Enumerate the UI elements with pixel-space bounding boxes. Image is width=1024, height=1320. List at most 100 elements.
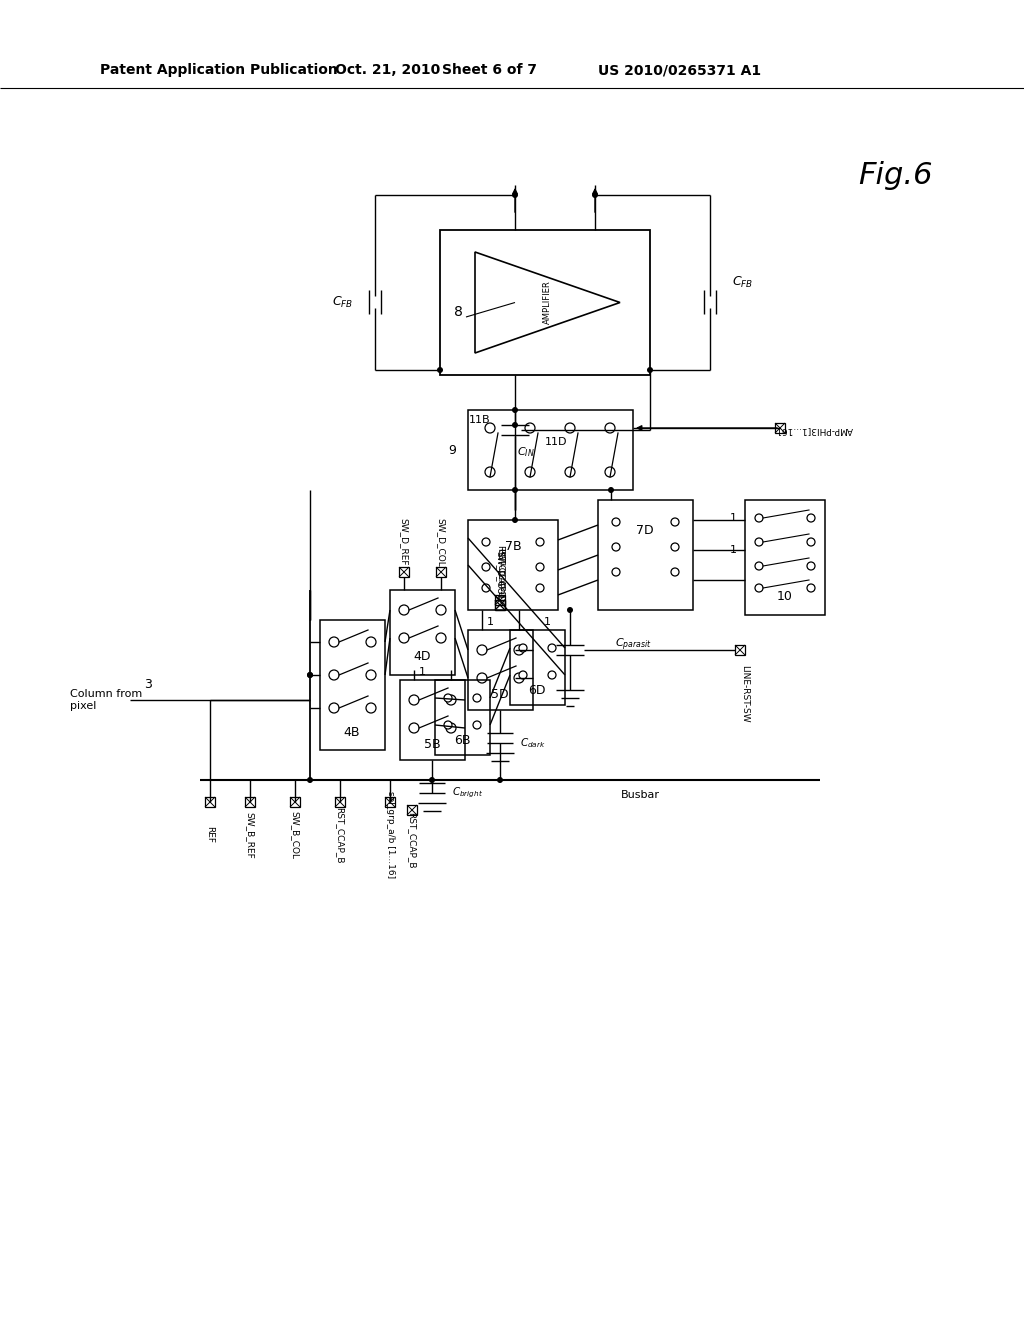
Circle shape [482,539,490,546]
Circle shape [497,777,503,783]
Bar [510,630,565,705]
Circle shape [512,517,518,523]
Text: RST-CCAP-D: RST-CCAP-D [496,545,505,599]
Circle shape [755,513,763,521]
Text: $C_{bright}$: $C_{bright}$ [452,785,483,800]
Text: REF: REF [206,826,214,843]
Text: 5B: 5B [424,738,440,751]
Circle shape [366,704,376,713]
Circle shape [671,543,679,550]
Bar [436,568,446,577]
Circle shape [755,583,763,591]
Bar [385,797,395,807]
Bar [400,680,465,760]
Bar [775,422,785,433]
Text: $C_{FB}$: $C_{FB}$ [332,294,353,310]
Text: RST_CCAP_B: RST_CCAP_B [336,807,344,863]
Circle shape [671,517,679,525]
Bar [245,797,255,807]
Circle shape [807,513,815,521]
Bar [495,595,505,605]
Text: Oct. 21, 2010: Oct. 21, 2010 [336,63,440,77]
Circle shape [399,605,409,615]
Circle shape [329,671,339,680]
Circle shape [399,634,409,643]
Circle shape [567,607,573,612]
Circle shape [482,583,490,591]
Circle shape [366,638,376,647]
Circle shape [605,467,615,477]
Bar [745,500,825,615]
Circle shape [473,721,481,729]
Bar [468,520,558,610]
Bar [290,797,300,807]
Text: Busbar: Busbar [621,789,659,800]
Circle shape [477,645,487,655]
Circle shape [608,487,614,492]
Circle shape [307,672,313,678]
Circle shape [444,694,452,702]
Circle shape [444,721,452,729]
Circle shape [473,694,481,702]
Text: $C_{IN}$: $C_{IN}$ [517,445,535,459]
Circle shape [485,422,495,433]
Text: 1: 1 [544,616,551,627]
Bar [205,797,215,807]
Bar [735,645,745,655]
Circle shape [612,568,620,576]
Bar [335,797,345,807]
Text: AMP-PHI3[1...16]: AMP-PHI3[1...16] [777,425,853,434]
Bar [598,500,693,610]
Text: 4D: 4D [414,651,431,664]
Circle shape [565,467,575,477]
Text: 5D: 5D [492,689,509,701]
Text: 1: 1 [729,545,736,554]
Bar [468,411,633,490]
Circle shape [482,564,490,572]
Circle shape [307,672,313,678]
Circle shape [755,539,763,546]
Circle shape [807,583,815,591]
Circle shape [548,644,556,652]
Circle shape [519,671,527,678]
Circle shape [536,583,544,591]
Circle shape [512,487,518,492]
Text: 7D: 7D [636,524,653,536]
Circle shape [409,723,419,733]
Text: AMPLIFIER: AMPLIFIER [543,281,552,325]
Text: 9: 9 [449,444,456,457]
Circle shape [536,539,544,546]
Circle shape [329,638,339,647]
Text: Column from
pixel: Column from pixel [70,689,142,710]
Bar [495,601,505,610]
Text: 3: 3 [144,678,152,692]
Circle shape [647,367,653,374]
Circle shape [436,634,446,643]
Circle shape [612,543,620,550]
Circle shape [366,671,376,680]
Circle shape [429,777,435,783]
Bar [319,620,385,750]
Circle shape [671,568,679,576]
Bar [495,601,505,610]
Text: RST_CCAP_B: RST_CCAP_B [408,812,417,869]
Circle shape [514,645,524,655]
Circle shape [512,407,518,413]
Circle shape [485,467,495,477]
Text: SW_B_REF: SW_B_REF [246,812,255,858]
Text: LINE-RST-SW: LINE-RST-SW [740,665,750,722]
Circle shape [436,605,446,615]
Text: $C_{dark}$: $C_{dark}$ [520,737,546,750]
Bar [435,680,490,755]
Text: US 2010/0265371 A1: US 2010/0265371 A1 [598,63,762,77]
Circle shape [512,422,518,428]
Circle shape [755,562,763,570]
Text: 6B: 6B [454,734,470,747]
Circle shape [329,704,339,713]
Text: sel_grp_a/b [1...16]: sel_grp_a/b [1...16] [385,792,394,879]
Text: 4B: 4B [344,726,360,738]
Text: 11D: 11D [545,437,567,447]
Circle shape [446,696,456,705]
Bar [399,568,409,577]
Text: 7B: 7B [505,540,521,553]
